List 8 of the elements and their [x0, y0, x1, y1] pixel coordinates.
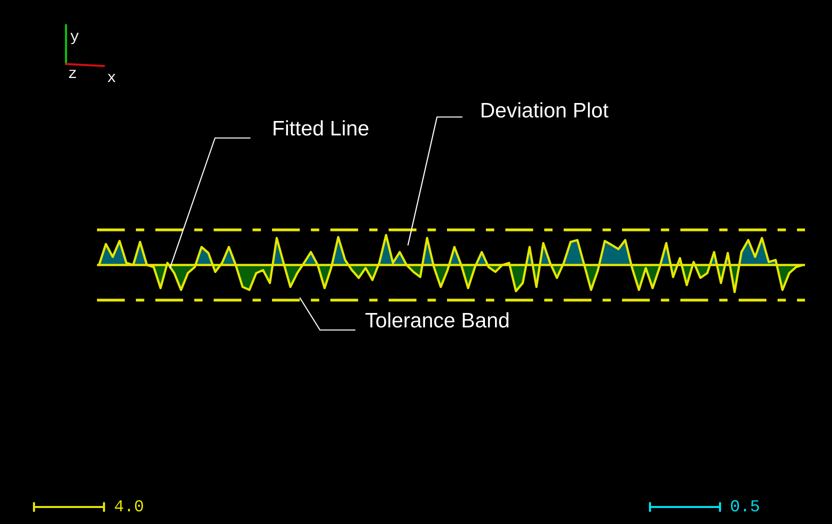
text: 4.0 — [114, 500, 143, 512]
text: Fitted Line — [274, 120, 368, 136]
text: z — [69, 70, 76, 78]
text: Deviation Plot — [482, 102, 608, 118]
text: y — [70, 32, 79, 44]
text: Tolerance Band — [365, 312, 508, 328]
text: 0.5 — [731, 500, 759, 512]
text: x — [108, 74, 116, 82]
